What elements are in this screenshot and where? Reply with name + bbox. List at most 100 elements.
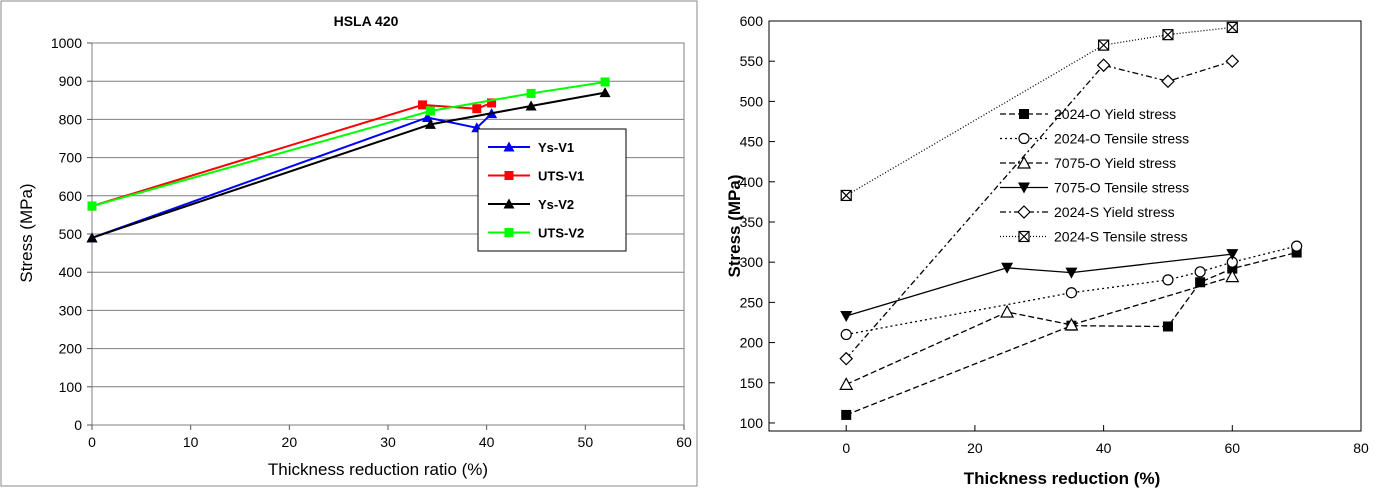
series-uts-v2 (87, 77, 610, 211)
y-tick-label: 100 (59, 379, 83, 395)
legend-label: 7075-O Yield stress (1054, 155, 1176, 171)
series-line (91, 112, 493, 239)
legend-label: UTS-V2 (538, 226, 584, 241)
legend-item: 7075-O Yield stress (1000, 155, 1176, 171)
legend-marker (504, 171, 514, 180)
legend-item: UTS-V1 (488, 169, 584, 184)
series-line (845, 60, 1233, 360)
data-point (1291, 240, 1303, 252)
series-7075-o-tensile-stress (840, 249, 1239, 323)
data-point (1194, 266, 1206, 278)
legend (477, 128, 627, 252)
data-point (841, 409, 852, 420)
legend-item: 2024-S Tensile stress (1000, 229, 1188, 245)
data-point (525, 100, 537, 111)
y-tick-label: 300 (740, 254, 764, 270)
legend-item: 2024-S Yield stress (1000, 204, 1175, 220)
series-line (91, 80, 606, 208)
x-axis-label: Thickness reduction ratio (%) (268, 460, 488, 479)
legend-marker (1016, 155, 1032, 169)
legend-item: 2024-O Yield stress (1000, 106, 1176, 122)
y-tick-label: 400 (59, 264, 83, 280)
legend-label: UTS-V1 (538, 169, 584, 184)
y-tick-label: 0 (74, 417, 82, 433)
x-tick-label: 20 (282, 434, 298, 450)
legend-item: Ys-V2 (488, 197, 574, 212)
legend-item: 7075-O Tensile stress (1000, 180, 1189, 196)
x-tick-label: 40 (479, 434, 495, 450)
y-axis-label: Stress (MPa) (17, 183, 36, 282)
legend-item: 2024-O Tensile stress (1000, 131, 1189, 147)
legend-label: 2024-O Tensile stress (1054, 131, 1189, 147)
y-tick-label: 200 (59, 341, 83, 357)
legend-item: Ys-V1 (488, 140, 574, 155)
legend-item: UTS-V2 (488, 226, 584, 241)
x-axis-label: Thickness reduction (%) (964, 469, 1160, 488)
y-tick-label: 500 (59, 226, 83, 242)
data-point (424, 118, 436, 129)
y-tick-label: 800 (59, 111, 83, 127)
data-point (1096, 58, 1111, 73)
series-line (91, 91, 606, 239)
data-point (86, 232, 98, 243)
aluminum-alloy-stress-chart: Stress (MPa) Thickness reduction (%) 100… (725, 13, 1369, 488)
y-tick-label: 100 (740, 415, 764, 431)
y-tick-label: 300 (59, 302, 83, 318)
data-point (1226, 21, 1238, 34)
series-2024-s-yield-stress (839, 54, 1240, 366)
data-point (87, 201, 97, 211)
data-point (1225, 54, 1240, 69)
data-point (840, 189, 852, 202)
legend-marker (504, 228, 514, 237)
series-2024-o-tensile-stress (840, 240, 1303, 341)
data-point (1065, 287, 1078, 299)
x-tick-label: 10 (183, 434, 199, 450)
data-point (526, 88, 536, 98)
series-line (845, 251, 1297, 416)
data-point (418, 100, 428, 110)
y-tick-label: 350 (740, 214, 764, 230)
y-tick-label: 500 (740, 93, 764, 109)
y-tick-label: 900 (59, 73, 83, 89)
x-tick-label: 0 (88, 434, 96, 450)
data-point (487, 98, 497, 108)
y-tick-label: 450 (740, 134, 764, 150)
legend-marker (1018, 230, 1030, 243)
plot-area (768, 20, 1362, 432)
legend-label: 2024-O Yield stress (1054, 106, 1176, 122)
legend-marker (1018, 182, 1030, 194)
series-line (845, 276, 1233, 385)
series-line (846, 245, 1297, 336)
y-axis-label: Stress (MPa) (725, 175, 744, 278)
y-tick-label: 600 (740, 13, 764, 29)
x-tick-label: 80 (1353, 440, 1369, 456)
data-point (840, 328, 852, 341)
data-point (1162, 274, 1174, 286)
x-tick-label: 50 (578, 434, 594, 450)
x-tick-label: 60 (676, 434, 692, 450)
legend-marker (503, 198, 515, 209)
series-line (845, 26, 1233, 197)
y-tick-label: 400 (740, 174, 764, 190)
data-point (839, 377, 854, 390)
y-tick-label: 600 (59, 188, 83, 204)
data-point (1098, 39, 1110, 51)
legend-marker (1018, 132, 1030, 145)
series-2024-s-tensile-stress (840, 21, 1238, 202)
series-7075-o-yield-stress (839, 269, 1240, 390)
data-point (840, 311, 853, 323)
data-point (1291, 247, 1302, 258)
data-point (599, 87, 611, 98)
x-tick-label: 30 (380, 434, 396, 450)
legend-marker (503, 141, 515, 152)
data-point (1000, 304, 1015, 318)
legend-label: 7075-O Tensile stress (1054, 180, 1189, 196)
hsla-420-chart: HSLA 420 Stress (MPa) Thickness reductio… (0, 0, 698, 487)
data-point (1161, 74, 1175, 89)
x-tick-label: 40 (1096, 440, 1112, 456)
data-point (425, 106, 435, 116)
data-point (1001, 262, 1014, 274)
data-point (600, 77, 610, 87)
x-tick-label: 60 (1225, 440, 1241, 456)
y-tick-label: 150 (740, 375, 764, 391)
